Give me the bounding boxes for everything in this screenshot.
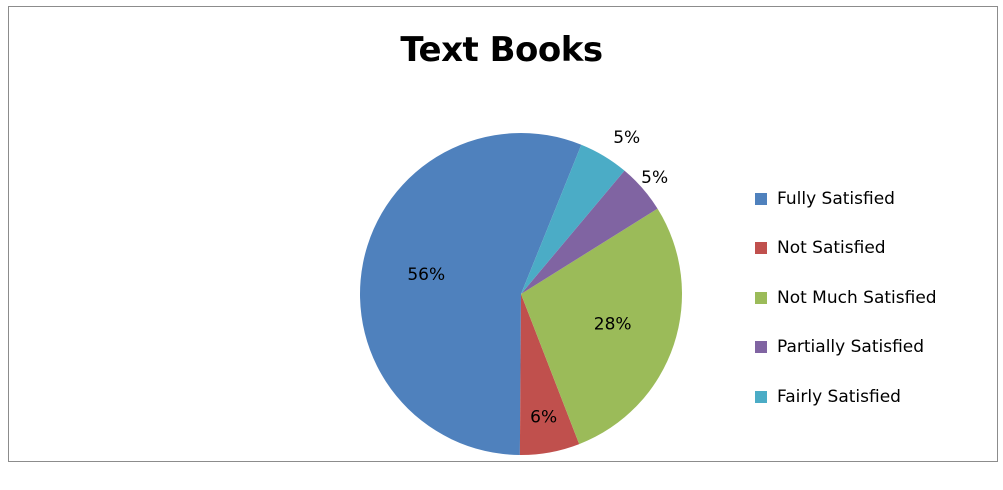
- legend-item-fully-satisfied: Fully Satisfied: [755, 174, 937, 224]
- legend-swatch: [755, 291, 767, 304]
- legend-label: Partially Satisfied: [777, 337, 925, 358]
- legend-swatch: [755, 390, 767, 403]
- legend-item-fairly-satisfied: Fairly Satisfied: [755, 372, 937, 422]
- data-label-fairly-satisfied: 5%: [613, 128, 640, 148]
- legend-swatch: [755, 192, 767, 205]
- pie-slice-partially-satisfied: [521, 170, 658, 294]
- chart-title: Text Books: [400, 30, 603, 70]
- legend-swatch: [755, 242, 767, 255]
- pie-slice-fully-satisfied: [359, 132, 582, 455]
- legend: Fully Satisfied Not Satisfied Not Much Sat…: [755, 174, 937, 422]
- legend-label: Not Much Satisfied: [777, 287, 937, 308]
- legend-item-not-much-satisfied: Not Much Satisfied: [755, 273, 937, 323]
- data-label-fully-satisfied: 56%: [407, 265, 445, 285]
- legend-label: Fully Satisfied: [777, 188, 895, 209]
- pie-slice-not-satisfied: [519, 294, 580, 455]
- data-label-partially-satisfied: 5%: [641, 168, 668, 188]
- data-label-not-satisfied: 6%: [530, 408, 557, 428]
- pie-slice-not-much-satisfied: [521, 208, 682, 445]
- legend-item-not-satisfied: Not Satisfied: [755, 224, 937, 274]
- legend-item-partially-satisfied: Partially Satisfied: [755, 323, 937, 373]
- pie-slice-fairly-satisfied: [521, 144, 625, 294]
- legend-label: Fairly Satisfied: [777, 386, 901, 407]
- data-label-not-much-satisfied: 28%: [594, 314, 632, 334]
- legend-swatch: [755, 341, 767, 354]
- legend-label: Not Satisfied: [777, 238, 886, 259]
